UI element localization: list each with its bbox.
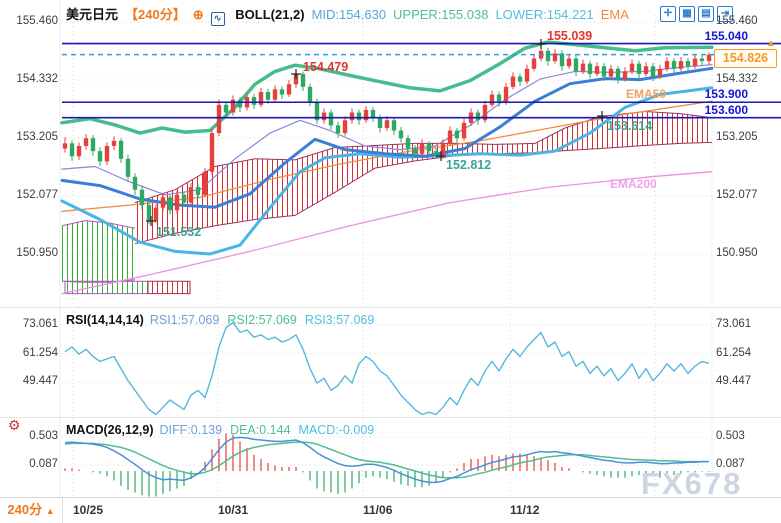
- price-up-arrow-icon[interactable]: ▲: [766, 38, 776, 49]
- add-indicator-icon[interactable]: ⊕: [192, 7, 204, 22]
- rsi-panel-title: RSI(14,14,14) RSI1:57.069 RSI2:57.069 RSI3:…: [66, 313, 374, 327]
- rsi1-value: RSI1:57.069: [149, 313, 220, 327]
- rsi-tick-left: 49.447: [22, 375, 58, 387]
- time-axis: 240分 ▲ 10/25 10/31 11/06 11/12: [0, 497, 781, 523]
- macd-dea-value: DEA:0.144: [230, 423, 291, 437]
- price-annotation: 152.812: [446, 158, 492, 172]
- chart-type-icon[interactable]: ∿: [210, 12, 225, 26]
- macd-tick-left: 0.087: [29, 458, 58, 471]
- macd-diff-value: DIFF:0.139: [159, 423, 223, 437]
- chart-header: 美元日元 【240分】 ⊕ ∿ BOLL(21,2) MID:154.630 UPPER:…: [66, 4, 636, 26]
- price-annotation: 153.614: [607, 119, 653, 133]
- macd-panel-title: MACD(26,12,9) DIFF:0.139 DEA:0.144 MACD:-0.…: [66, 423, 374, 437]
- rsi-tick-right: 49.447: [716, 375, 752, 387]
- rsi2-value: RSI2:57.069: [227, 313, 297, 327]
- date-label: 11/06: [363, 503, 393, 517]
- detach-icon[interactable]: ⇥: [717, 6, 733, 22]
- level-label: 153.600: [704, 102, 748, 117]
- price-tick-right: 152.077: [716, 189, 758, 202]
- price-tick-right: 155.460: [716, 15, 758, 27]
- brand-watermark: FX678: [641, 466, 743, 501]
- date-label: 10/31: [218, 503, 249, 517]
- price-tick-left: 153.205: [16, 130, 58, 143]
- rsi3-value: RSI3:57.069: [304, 313, 375, 327]
- level-label: 153.900: [704, 87, 748, 102]
- current-price-box: 154.826: [714, 49, 777, 68]
- date-label: 11/12: [510, 503, 540, 517]
- pan-icon[interactable]: ✛: [660, 6, 676, 22]
- pane-compare-icon[interactable]: ▤: [698, 6, 714, 22]
- pane-chart-icon[interactable]: ▦: [679, 6, 695, 22]
- ema200-tag: EMA200: [610, 177, 657, 191]
- rsi-tick-left: 61.254: [22, 346, 58, 359]
- price-annotation: 151.532: [156, 225, 202, 239]
- price-tick-left: 155.460: [16, 15, 58, 27]
- boll-mid-value: MID:154.630: [311, 7, 387, 22]
- price-tick-left: 154.332: [16, 73, 58, 86]
- ema-label[interactable]: EMA: [600, 7, 629, 22]
- rsi-tick-right: 73.061: [716, 318, 752, 330]
- rsi-title[interactable]: RSI(14,14,14): [66, 313, 144, 327]
- price-tick-right: 150.950: [716, 246, 758, 259]
- symbol-name: 美元日元: [66, 7, 119, 22]
- price-annotation: 155.039: [547, 29, 593, 43]
- date-label: 10/25: [73, 503, 104, 517]
- rsi-tick-left: 73.061: [22, 318, 58, 330]
- settings-gear-icon[interactable]: ⚙: [8, 417, 21, 433]
- price-tick-right: 153.205: [716, 130, 758, 143]
- macd-tick-right: 0.087: [716, 458, 745, 471]
- price-tick-left: 150.950: [16, 246, 58, 259]
- indicator-name[interactable]: BOLL(21,2): [235, 7, 305, 22]
- interval-tag[interactable]: 【240分】: [125, 7, 186, 22]
- level-label: 155.040: [704, 28, 748, 43]
- rsi-tick-right: 61.254: [716, 346, 752, 359]
- macd-hist-value: MACD:-0.009: [298, 423, 375, 437]
- macd-tick-left: 0.503: [29, 430, 58, 443]
- price-annotation: 154.479: [303, 60, 349, 74]
- price-tick-right: 154.332: [716, 73, 758, 86]
- price-tick-left: 152.077: [16, 189, 58, 202]
- interval-selector[interactable]: 240分 ▲: [0, 498, 63, 523]
- boll-upper-value: UPPER:155.038: [393, 7, 489, 22]
- macd-title[interactable]: MACD(26,12,9): [66, 423, 154, 437]
- chart-toolbar: ✛ ▦ ▤ ⇥: [657, 3, 733, 22]
- ema50-tag: EMA50: [626, 87, 667, 101]
- macd-tick-right: 0.503: [716, 430, 745, 443]
- boll-lower-value: LOWER:154.221: [495, 7, 594, 22]
